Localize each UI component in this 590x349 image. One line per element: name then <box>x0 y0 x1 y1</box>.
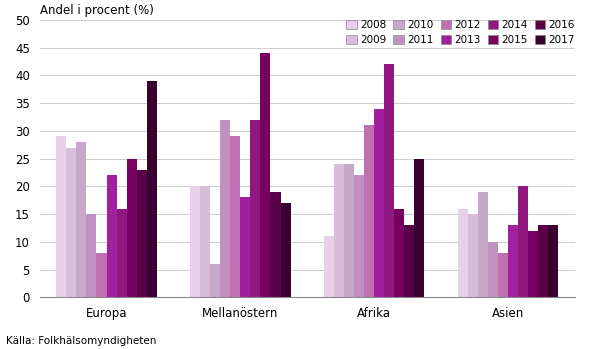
Bar <box>200 186 210 297</box>
Bar <box>354 175 364 297</box>
Bar <box>518 186 528 297</box>
Bar <box>97 253 107 297</box>
Bar <box>87 214 97 297</box>
Bar <box>394 209 404 297</box>
Bar <box>334 164 344 297</box>
Bar <box>137 170 147 297</box>
Bar <box>414 159 424 297</box>
Bar <box>66 148 77 297</box>
Bar <box>498 253 508 297</box>
Bar <box>488 242 498 297</box>
Bar <box>107 175 117 297</box>
Bar <box>210 264 220 297</box>
Bar <box>190 186 200 297</box>
Bar <box>374 109 384 297</box>
Bar <box>147 81 157 297</box>
Bar <box>548 225 558 297</box>
Bar <box>324 236 334 297</box>
Bar <box>56 136 66 297</box>
Bar <box>458 209 468 297</box>
Bar <box>117 209 127 297</box>
Bar <box>508 225 518 297</box>
Text: Källa: Folkhälsomyndigheten: Källa: Folkhälsomyndigheten <box>6 335 156 346</box>
Bar <box>404 225 414 297</box>
Bar <box>127 159 137 297</box>
Bar <box>230 136 240 297</box>
Bar <box>220 120 230 297</box>
Text: Andel i procent (%): Andel i procent (%) <box>40 3 153 16</box>
Legend: 2008, 2009, 2010, 2011, 2012, 2013, 2014, 2015, 2016, 2017: 2008, 2009, 2010, 2011, 2012, 2013, 2014… <box>346 20 575 45</box>
Bar <box>384 64 394 297</box>
Bar <box>478 192 488 297</box>
Bar <box>538 225 548 297</box>
Bar <box>528 231 538 297</box>
Bar <box>260 53 270 297</box>
Bar <box>280 203 290 297</box>
Bar <box>468 214 478 297</box>
Bar <box>270 192 280 297</box>
Bar <box>250 120 260 297</box>
Bar <box>364 125 374 297</box>
Bar <box>344 164 354 297</box>
Bar <box>240 198 250 297</box>
Bar <box>77 142 87 297</box>
